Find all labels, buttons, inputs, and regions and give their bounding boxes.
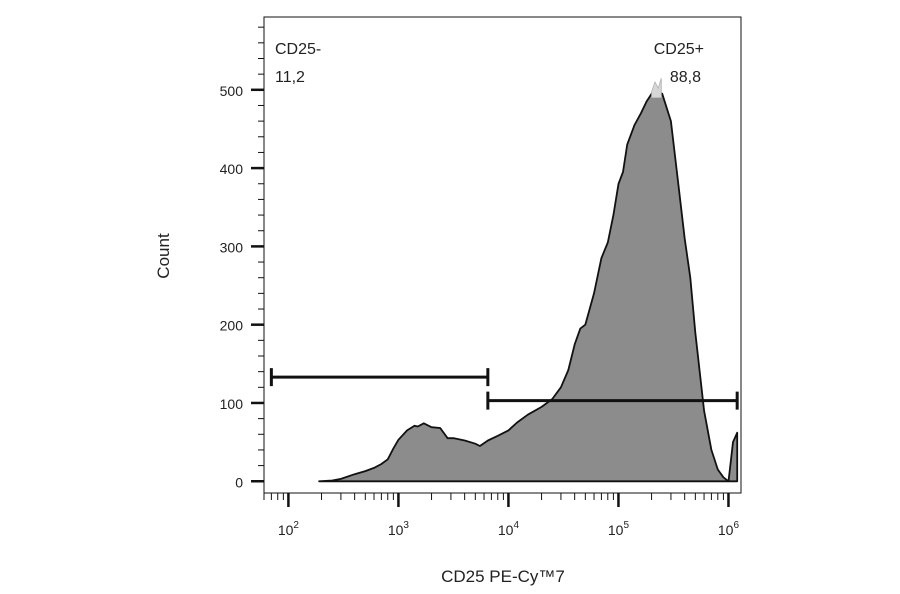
x-axis: 102 103 104 105 106 <box>263 493 740 538</box>
y-tick-label: 300 <box>220 239 244 255</box>
gate-percent-label: 11,2 <box>275 69 305 86</box>
gate-cd25-negative[interactable]: CD25- 11,2 <box>269 41 490 387</box>
gates-layer: CD25- 11,2 CD25+ 88,8 <box>269 41 739 410</box>
x-axis-title: CD25 PE-Cy™7 <box>441 567 565 586</box>
plot-frame <box>263 16 742 494</box>
x-tick-label: 106 <box>718 520 740 538</box>
gate-name-label: CD25+ <box>654 41 704 58</box>
y-tick-label: 200 <box>220 318 244 334</box>
histogram-area <box>318 90 739 483</box>
x-tick-label: 105 <box>608 520 630 538</box>
gate-cd25-positive[interactable]: CD25+ 88,8 <box>486 41 739 410</box>
y-tick-label: 100 <box>220 396 244 412</box>
y-axis-title: Count <box>154 233 173 279</box>
y-axis: 0 100 200 300 400 500 <box>220 26 264 490</box>
histogram-peak-highlight <box>651 77 662 98</box>
y-tick-label: 500 <box>220 83 244 99</box>
x-tick-label: 104 <box>498 520 520 538</box>
gate-percent-label: 88,8 <box>670 69 701 86</box>
y-tick-label: 400 <box>220 161 244 177</box>
gate-name-label: CD25- <box>275 41 321 58</box>
y-tick-label: 0 <box>235 474 243 490</box>
x-tick-label: 103 <box>388 520 410 538</box>
x-tick-label: 102 <box>278 520 300 538</box>
